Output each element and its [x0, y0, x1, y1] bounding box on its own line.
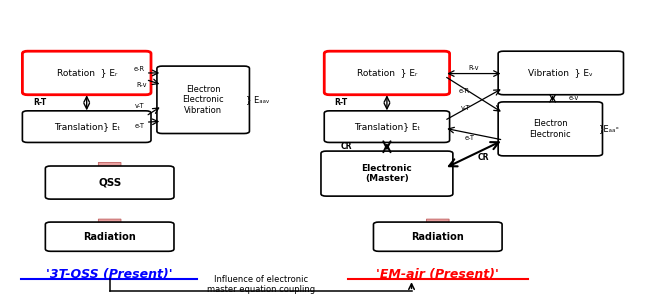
Polygon shape [83, 219, 136, 237]
FancyBboxPatch shape [45, 166, 174, 199]
Text: Rotation  } Eᵣ: Rotation } Eᵣ [57, 68, 117, 77]
Text: '3T-QSS (Present)': '3T-QSS (Present)' [46, 268, 173, 281]
Text: Rotation  } Eᵣ: Rotation } Eᵣ [357, 68, 417, 77]
FancyBboxPatch shape [22, 51, 151, 95]
FancyBboxPatch shape [324, 51, 449, 95]
Text: } Eₐₐᵥ: } Eₐₐᵥ [246, 95, 270, 104]
Text: e-R: e-R [134, 66, 145, 72]
FancyBboxPatch shape [498, 51, 623, 95]
Text: Translation} Eₜ: Translation} Eₜ [53, 122, 120, 131]
Text: Electron
Electronic: Electron Electronic [529, 119, 571, 138]
FancyBboxPatch shape [45, 222, 174, 251]
Text: e-v: e-v [569, 95, 579, 101]
Text: Electronic
(Master): Electronic (Master) [362, 164, 413, 183]
Text: CR: CR [341, 142, 353, 151]
Polygon shape [411, 219, 465, 237]
FancyBboxPatch shape [157, 66, 250, 134]
FancyBboxPatch shape [321, 151, 453, 196]
Text: Radiation: Radiation [411, 232, 464, 242]
Text: v-T: v-T [135, 103, 145, 109]
FancyBboxPatch shape [498, 102, 602, 156]
Text: CR: CR [478, 153, 490, 162]
Text: Vibration  } Eᵥ: Vibration } Eᵥ [529, 68, 593, 77]
Text: R-v: R-v [136, 82, 146, 88]
Text: R-T: R-T [334, 98, 347, 107]
Text: e-R: e-R [459, 88, 471, 94]
Text: e-T: e-T [135, 123, 145, 129]
Text: }Eₐₐˣ: }Eₐₐˣ [599, 124, 620, 133]
Text: Translation} Eₜ: Translation} Eₜ [354, 122, 420, 131]
Text: 'EM-air (Present)': 'EM-air (Present)' [376, 268, 500, 281]
FancyBboxPatch shape [324, 111, 449, 142]
Polygon shape [83, 163, 136, 180]
Text: Electron
Electronic
Vibration: Electron Electronic Vibration [183, 85, 224, 115]
Text: R-T: R-T [33, 98, 46, 107]
FancyBboxPatch shape [22, 111, 151, 142]
Text: R-v: R-v [469, 66, 479, 72]
Text: Radiation: Radiation [83, 232, 136, 242]
Text: Influence of electronic
master equation coupling: Influence of electronic master equation … [206, 275, 314, 294]
Text: e-T: e-T [465, 135, 475, 141]
FancyBboxPatch shape [374, 222, 502, 251]
Text: v-T: v-T [461, 105, 470, 111]
Text: QSS: QSS [98, 178, 121, 188]
